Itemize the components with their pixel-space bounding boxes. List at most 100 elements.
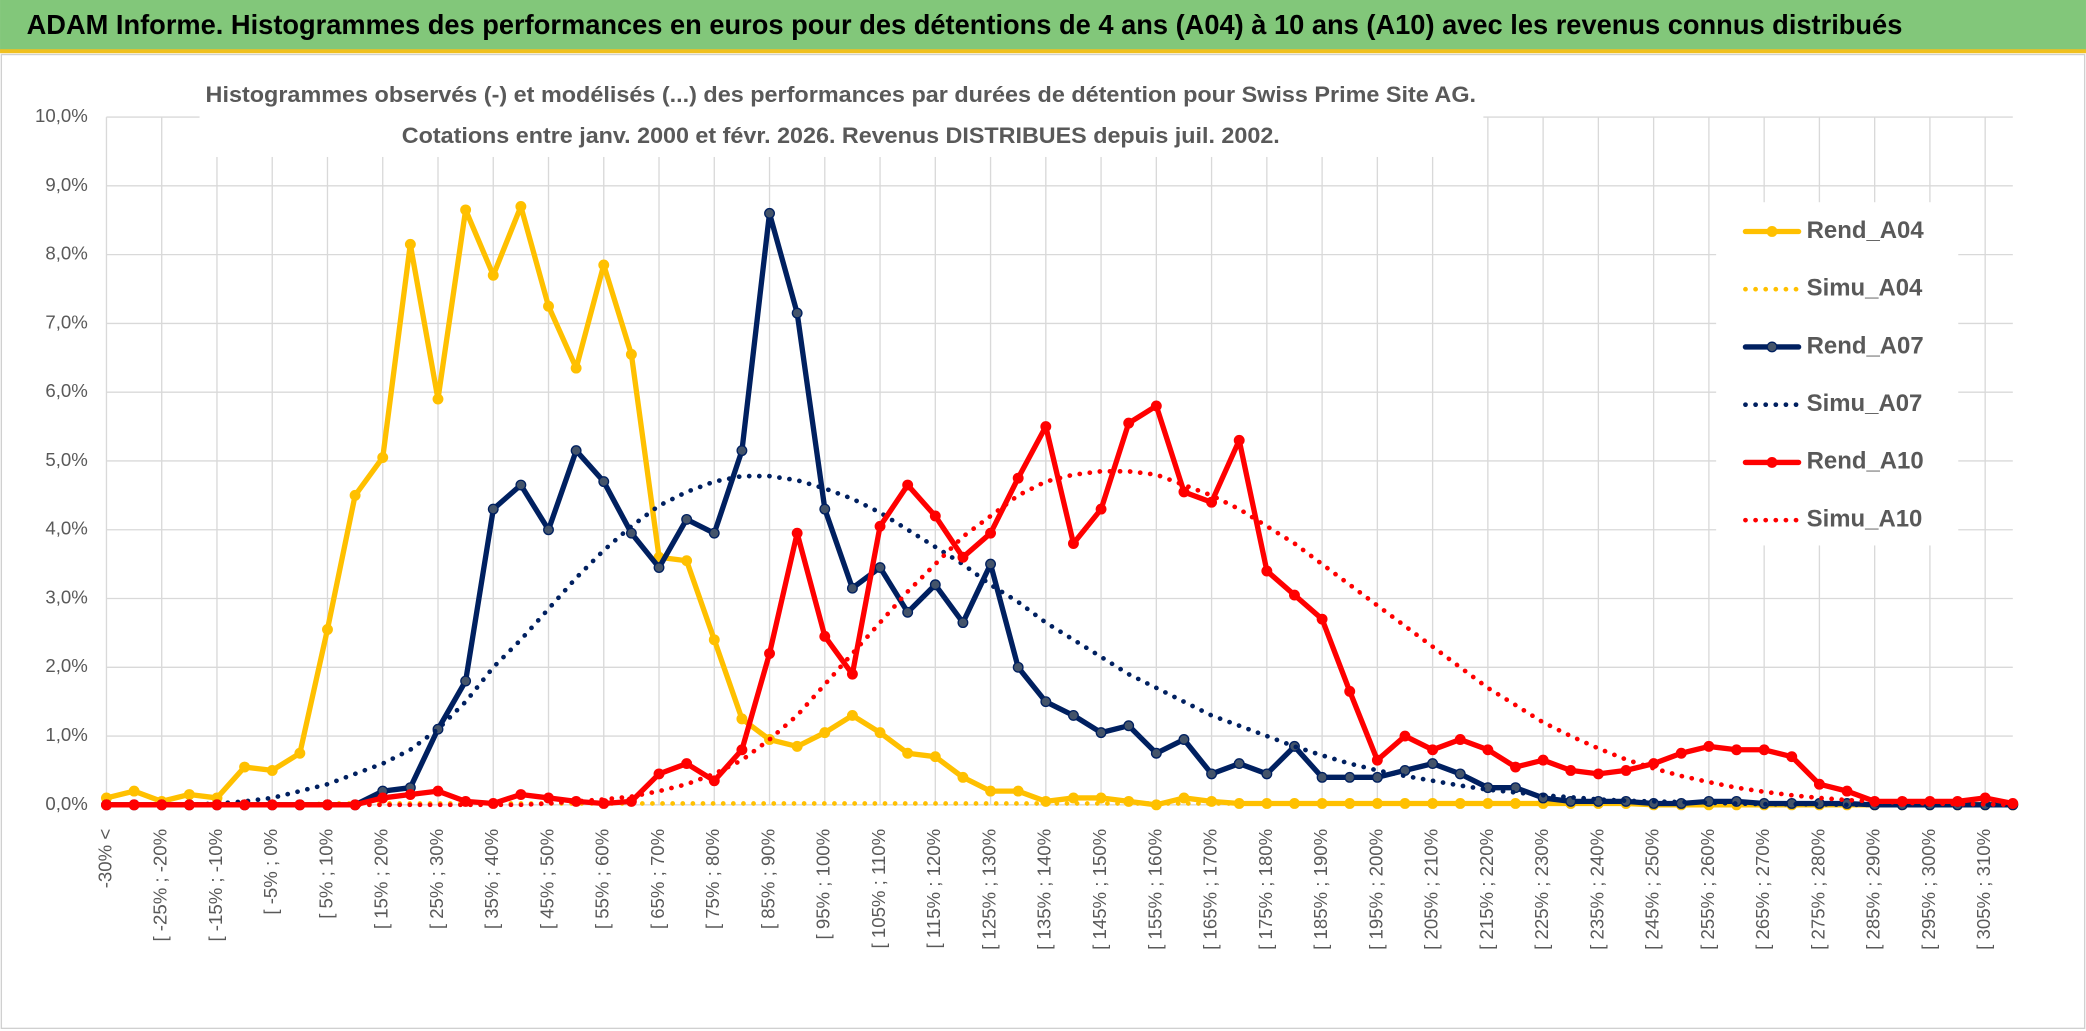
- data-point: [791, 527, 803, 539]
- legend-label: Rend_A10: [1807, 448, 1924, 475]
- x-tick-label: [ 275% ; 280%: [1807, 829, 1828, 950]
- x-tick-label: [ 165% ; 170%: [1200, 829, 1221, 950]
- data-point: [1482, 744, 1494, 756]
- data-point: [957, 617, 969, 629]
- data-point: [543, 524, 554, 536]
- data-point: [1675, 747, 1687, 759]
- y-tick-label: 9,0%: [45, 174, 87, 195]
- data-point: [1427, 758, 1439, 770]
- data-point: [1067, 792, 1079, 804]
- data-point: [681, 555, 693, 567]
- data-point: [432, 393, 444, 405]
- data-point: [377, 792, 389, 804]
- legend-label: Simu_A04: [1807, 275, 1923, 302]
- data-point: [1150, 400, 1162, 412]
- chart-subtitle: Cotations entre janv. 2000 et févr. 2026…: [402, 123, 1280, 148]
- data-point: [1095, 792, 1107, 804]
- data-point: [1261, 768, 1273, 780]
- y-tick-label: 3,0%: [45, 586, 87, 607]
- data-point: [902, 479, 914, 491]
- x-tick-label: [ -15% ; -10%: [205, 829, 226, 942]
- data-point: [1399, 765, 1411, 776]
- data-point: [1178, 486, 1190, 498]
- data-point: [1344, 685, 1356, 697]
- data-point: [1344, 771, 1356, 783]
- y-tick-label: 4,0%: [45, 518, 87, 539]
- data-point: [1067, 538, 1079, 549]
- x-tick-label: [ 295% ; 300%: [1918, 829, 1939, 950]
- legend-label: Simu_A07: [1807, 390, 1923, 417]
- y-tick-label: 8,0%: [45, 243, 87, 264]
- x-tick-label: [ 85% ; 90%: [757, 829, 778, 929]
- data-point: [791, 307, 803, 319]
- x-tick-label: [ 145% ; 150%: [1089, 829, 1110, 950]
- data-point: [1454, 734, 1466, 745]
- data-point: [1731, 744, 1742, 756]
- data-point: [819, 727, 831, 739]
- data-point: [1620, 765, 1632, 776]
- data-point: [929, 510, 941, 522]
- data-point: [404, 789, 416, 800]
- data-point: [764, 648, 775, 659]
- data-point: [985, 527, 997, 539]
- data-point: [1510, 761, 1521, 773]
- x-tick-label: [ 135% ; 140%: [1034, 829, 1055, 950]
- data-point: [1371, 771, 1383, 783]
- x-tick-label: [ 255% ; 260%: [1697, 829, 1718, 950]
- data-point: [1067, 709, 1079, 721]
- data-point: [294, 747, 306, 759]
- data-point: [1178, 734, 1190, 745]
- data-point: [1123, 720, 1135, 732]
- x-tick-label: [ 225% ; 230%: [1531, 829, 1552, 950]
- data-point: [625, 527, 637, 539]
- x-tick-label: -30% <: [94, 829, 115, 888]
- data-point: [1040, 696, 1052, 708]
- data-point: [1813, 778, 1825, 790]
- data-point: [349, 489, 361, 501]
- data-point: [515, 201, 527, 212]
- data-point: [1786, 751, 1798, 763]
- data-point: [1979, 792, 1991, 804]
- data-point: [487, 503, 499, 515]
- x-tick-label: [ 55% ; 60%: [592, 829, 613, 929]
- data-point: [791, 740, 803, 752]
- data-point: [736, 744, 748, 756]
- legend-box: [1716, 202, 1959, 546]
- legend: Rend_A04 Simu_A04 Rend_A07 Simu_A07 Rend_A10…: [1742, 217, 1924, 532]
- series-line: [103, 403, 2016, 808]
- x-tick-label: [ -5% ; 0%: [260, 829, 281, 915]
- data-point: [1178, 792, 1190, 804]
- y-tick-label: 6,0%: [45, 380, 87, 401]
- data-point: [1841, 785, 1853, 797]
- data-point: [1371, 754, 1383, 766]
- data-point: [1399, 730, 1411, 742]
- data-point: [902, 747, 914, 759]
- data-point: [1454, 768, 1466, 780]
- title-bar: [0, 0, 2086, 51]
- data-point: [929, 751, 941, 763]
- data-point: [460, 675, 472, 687]
- data-point: [1758, 744, 1770, 756]
- data-point: [1316, 613, 1328, 625]
- data-point: [322, 624, 333, 635]
- legend-label: Rend_A07: [1807, 332, 1924, 359]
- data-point: [1233, 434, 1245, 446]
- data-point: [487, 269, 499, 281]
- data-point: [846, 668, 858, 680]
- data-point: [460, 204, 472, 216]
- data-point: [515, 479, 527, 491]
- x-tick-label: [ 5% ; 10%: [315, 829, 336, 919]
- data-point: [681, 513, 693, 525]
- y-tick-label: 10,0%: [35, 105, 88, 126]
- y-tick-label: 7,0%: [45, 311, 87, 332]
- x-tick-label: [ 155% ; 160%: [1144, 829, 1165, 950]
- data-point: [2007, 798, 2019, 809]
- data-point: [1012, 661, 1024, 673]
- data-point: [543, 300, 554, 312]
- x-tick-label: [ 215% ; 220%: [1476, 829, 1497, 950]
- data-point: [957, 771, 969, 783]
- data-point: [1261, 565, 1273, 577]
- data-point: [874, 520, 886, 532]
- data-point: [1289, 589, 1300, 601]
